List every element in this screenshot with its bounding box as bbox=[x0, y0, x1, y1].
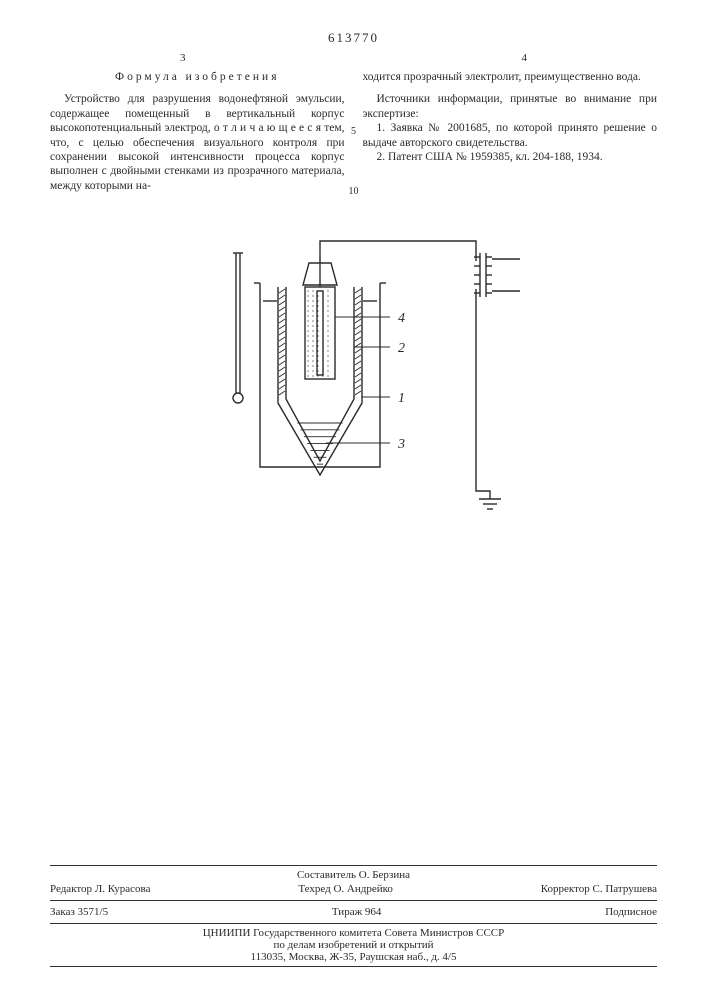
left-column: Формула изобретения Устройство для разру… bbox=[50, 70, 345, 193]
tirazh: Тираж 964 bbox=[332, 906, 382, 918]
svg-text:4: 4 bbox=[398, 311, 405, 326]
order: Заказ 3571/5 bbox=[50, 906, 108, 918]
doc-number: 613770 bbox=[50, 30, 657, 46]
compiler-label: Составитель bbox=[297, 869, 356, 881]
editor-name: Л. Курасова bbox=[95, 883, 151, 895]
compiler-name: О. Берзина bbox=[359, 869, 410, 881]
formula-title: Формула изобретения bbox=[50, 70, 345, 84]
col-num-right: 4 bbox=[522, 52, 528, 64]
techred-label: Техред bbox=[298, 883, 330, 895]
right-para1: ходится прозрачный электролит, преимущес… bbox=[363, 70, 658, 84]
source-item-1: 1. Заявка № 2001685, по которой принято … bbox=[363, 121, 658, 150]
techred-name: О. Андрейко bbox=[333, 883, 392, 895]
editor-label: Редактор bbox=[50, 883, 92, 895]
source-item-2: 2. Патент США № 1959385, кл. 204-188, 19… bbox=[363, 150, 658, 164]
svg-text:1: 1 bbox=[398, 391, 405, 406]
footer: Составитель О. Берзина Редактор Л. Курас… bbox=[50, 862, 657, 970]
svg-text:3: 3 bbox=[397, 437, 405, 452]
org1: ЦНИИПИ Государственного комитета Совета … bbox=[50, 927, 657, 939]
diagram: 4 2 1 3 bbox=[50, 223, 657, 527]
org2: по делам изобретений и открытий bbox=[50, 939, 657, 951]
corrector-name: С. Патрушева bbox=[593, 883, 657, 895]
svg-text:2: 2 bbox=[398, 341, 405, 356]
podpisnoe: Подписное bbox=[605, 906, 657, 918]
corrector-label: Корректор bbox=[541, 883, 590, 895]
right-column: ходится прозрачный электролит, преимущес… bbox=[363, 70, 658, 193]
left-para: Устройство для разрушения водонефтяной э… bbox=[50, 92, 345, 193]
col-num-left: 3 bbox=[180, 52, 186, 64]
sources-title: Источники информации, принятые во вниман… bbox=[363, 92, 658, 121]
address: 113035, Москва, Ж-35, Раушская наб., д. … bbox=[50, 951, 657, 963]
line-num-5: 5 bbox=[351, 126, 356, 137]
line-num-10: 10 bbox=[349, 186, 359, 197]
